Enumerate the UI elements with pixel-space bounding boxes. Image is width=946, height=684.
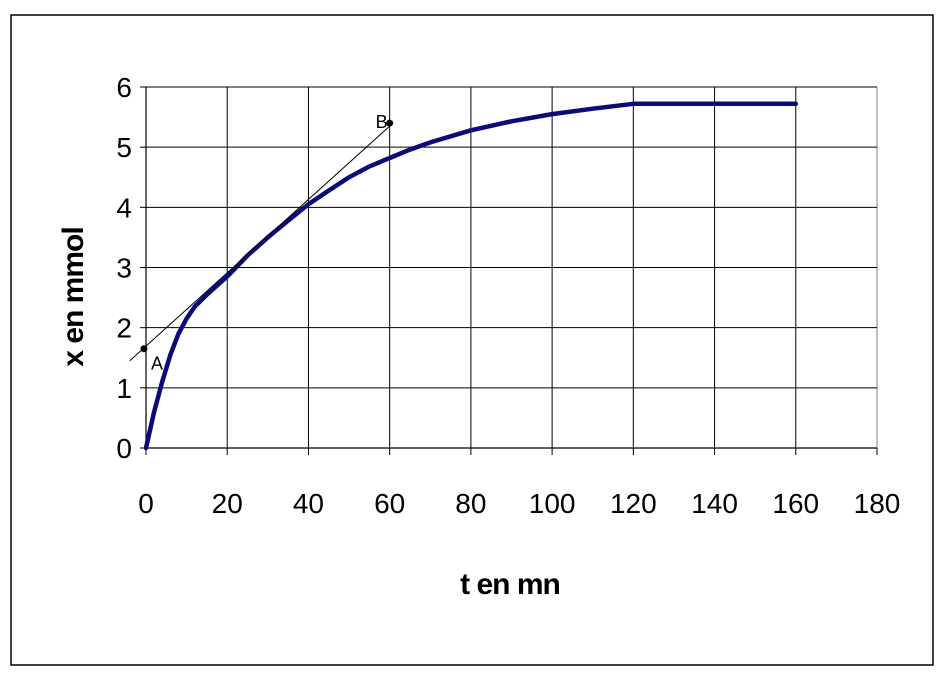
y-tick-label: 4 <box>116 192 132 223</box>
series-layer <box>143 101 799 451</box>
series-line <box>143 101 799 451</box>
y-axis-title: x en mmol <box>57 227 90 366</box>
y-tick-label: 5 <box>116 132 132 163</box>
x-tick-label: 100 <box>529 488 576 519</box>
point-a-marker <box>140 345 148 353</box>
x-tick-label: 180 <box>854 488 901 519</box>
x-axis-title: t en mn <box>460 568 560 601</box>
y-tick-label: 1 <box>116 373 132 404</box>
y-tick-label: 6 <box>116 72 132 103</box>
x-tick-label: 160 <box>772 488 819 519</box>
x-tick-label: 140 <box>691 488 738 519</box>
point-a-label: A <box>151 354 163 374</box>
y-tick-label: 2 <box>116 313 132 344</box>
x-tick-label: 0 <box>138 488 154 519</box>
x-tick-label: 60 <box>374 488 405 519</box>
y-tick-label: 3 <box>116 253 132 284</box>
y-tick-label: 0 <box>116 433 132 464</box>
annotations: AB <box>129 112 394 374</box>
tangent-line <box>129 125 391 362</box>
axes <box>140 86 878 455</box>
point-b-marker <box>386 119 394 127</box>
x-tick-label: 120 <box>610 488 657 519</box>
x-tick-label: 20 <box>212 488 243 519</box>
point-b-label: B <box>376 112 388 132</box>
gridlines <box>146 86 877 448</box>
x-tick-label: 80 <box>455 488 486 519</box>
x-tick-label: 40 <box>293 488 324 519</box>
